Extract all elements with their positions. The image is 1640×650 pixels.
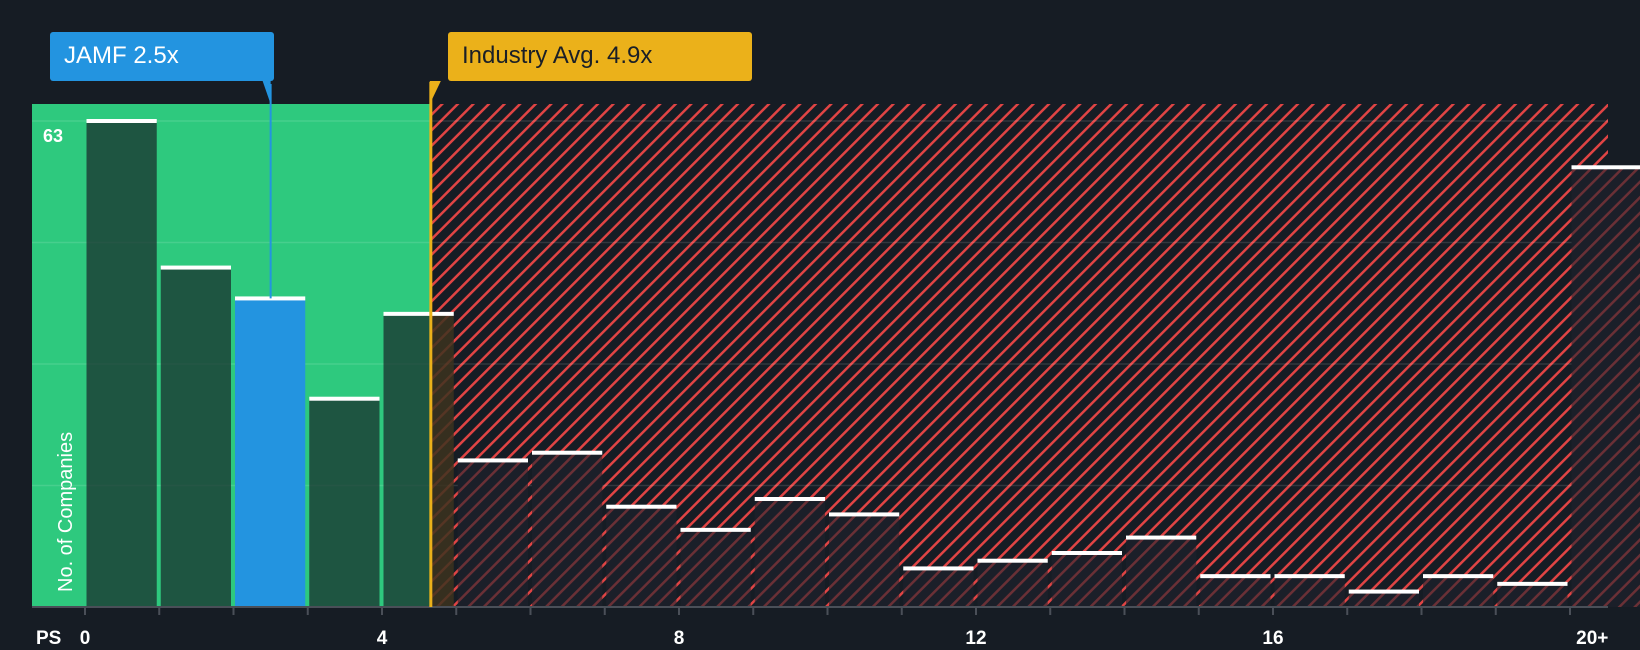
x-tick-label: 12 [965,628,987,649]
company-label-pointer [262,81,271,104]
industry-label-pointer [429,81,441,104]
histogram-bar [1423,576,1494,607]
x-tick-label: 0 [79,628,91,649]
histogram-bar [1051,553,1122,607]
bar-cap [829,512,900,517]
bar-cap [457,458,528,463]
histogram-bar [86,121,157,607]
x-axis [32,606,1608,615]
histogram-bar [1274,576,1345,607]
histogram-bar [532,452,603,607]
histogram-bar [309,398,380,607]
bar-cap [1274,574,1345,579]
histogram-bar [383,313,431,607]
histogram-bar [754,499,825,607]
bar-cap [160,265,231,270]
histogram-bar [1348,591,1419,607]
bar-cap [1200,574,1271,579]
bar-cap [1348,589,1419,594]
histogram-bar [457,460,528,607]
x-tick-label: 4 [376,628,388,649]
histogram-bar [1571,167,1640,608]
bar-cap [1497,581,1568,586]
bar-cap [383,311,454,316]
y-tick-max: 63 [43,126,64,146]
bar-cap [680,527,751,532]
bar-cap [1126,535,1197,540]
marker-lines [262,81,441,607]
bar-cap [86,119,157,123]
bar-cap [309,396,380,401]
industry-average-label: Industry Avg. 4.9x [448,32,752,81]
histogram-bar [1126,537,1197,607]
bar-cap [532,450,603,455]
histogram-bar [606,506,677,607]
x-axis-label: PS [36,628,62,649]
bar-cap [606,504,677,509]
bar-cap [1571,165,1640,170]
bars [86,119,1640,608]
company-ps-label: JAMF 2.5x [50,32,274,81]
x-tick-label: 16 [1262,628,1284,649]
histogram-bar [430,313,454,607]
x-tick-label: 8 [673,628,685,649]
histogram-bar [977,560,1048,607]
bar-cap [754,497,825,501]
histogram-bar [829,514,900,607]
bar-cap [1423,574,1494,579]
histogram-bar [1200,576,1271,607]
bar-cap [903,566,974,571]
histogram-bar [235,298,306,607]
histogram-bar [680,529,751,607]
histogram-bar [1497,583,1568,607]
histogram-bar [160,267,231,607]
bar-cap [977,558,1048,563]
x-tick-label: 20+ [1576,628,1609,649]
histogram-bar [903,568,974,607]
bar-cap [1051,551,1122,555]
y-axis-label: No. of Companies [55,431,77,592]
